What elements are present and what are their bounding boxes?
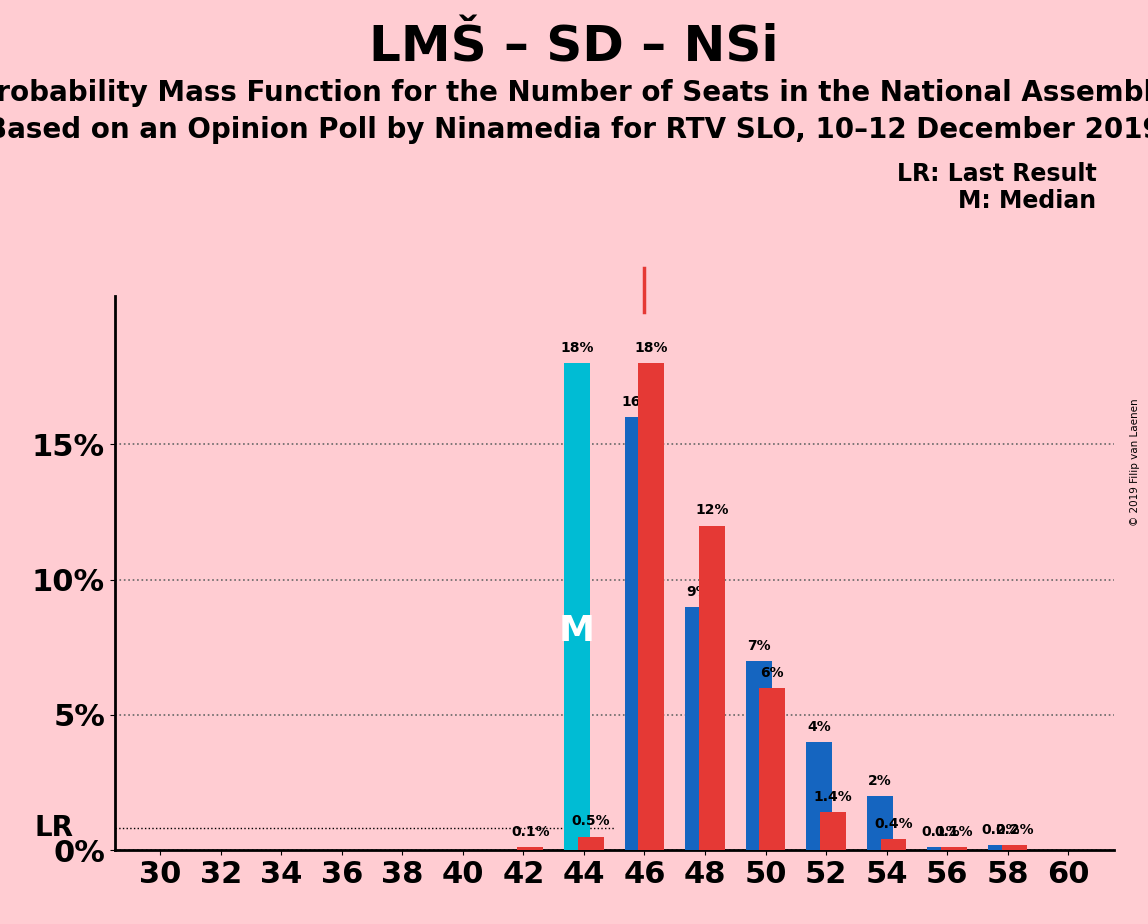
Text: 0.2%: 0.2% [982,822,1021,836]
Bar [1001,845,1027,850]
Text: 2%: 2% [868,774,892,788]
Text: 0.5%: 0.5% [572,814,610,829]
Text: 18%: 18% [560,341,594,355]
Bar [941,847,967,850]
Bar [565,363,590,850]
Bar [685,607,711,850]
Text: 18%: 18% [635,341,668,355]
Text: 1.4%: 1.4% [814,790,852,804]
Bar [760,687,785,850]
Text: 0.1%: 0.1% [511,825,550,839]
Text: 9%: 9% [687,585,709,599]
Text: LMŠ – SD – NSi: LMŠ – SD – NSi [370,23,778,71]
Text: Probability Mass Function for the Number of Seats in the National Assembly: Probability Mass Function for the Number… [0,79,1148,106]
Text: LR: Last Result: LR: Last Result [897,162,1096,186]
Bar [806,742,832,850]
Bar [699,526,724,850]
Text: 0.2%: 0.2% [995,822,1033,836]
Bar [746,661,771,850]
Bar [820,812,846,850]
Text: 0.4%: 0.4% [874,817,913,832]
Text: Based on an Opinion Poll by Ninamedia for RTV SLO, 10–12 December 2019: Based on an Opinion Poll by Ninamedia fo… [0,116,1148,143]
Bar [867,796,893,850]
Bar [577,836,604,850]
Text: 4%: 4% [807,720,831,734]
Bar [638,363,664,850]
Text: 0.1%: 0.1% [934,825,974,839]
Bar [625,418,651,850]
Bar [928,847,953,850]
Text: 6%: 6% [760,665,784,680]
Text: M: Median: M: Median [959,189,1096,213]
Text: LR: LR [34,814,73,843]
Text: 7%: 7% [747,638,770,652]
Text: 0.1%: 0.1% [921,825,960,839]
Text: 16%: 16% [621,395,654,409]
Text: M: M [559,614,595,648]
Bar [988,845,1014,850]
Text: 12%: 12% [695,504,729,517]
Text: © 2019 Filip van Laenen: © 2019 Filip van Laenen [1130,398,1140,526]
Bar [881,839,906,850]
Bar [518,847,543,850]
